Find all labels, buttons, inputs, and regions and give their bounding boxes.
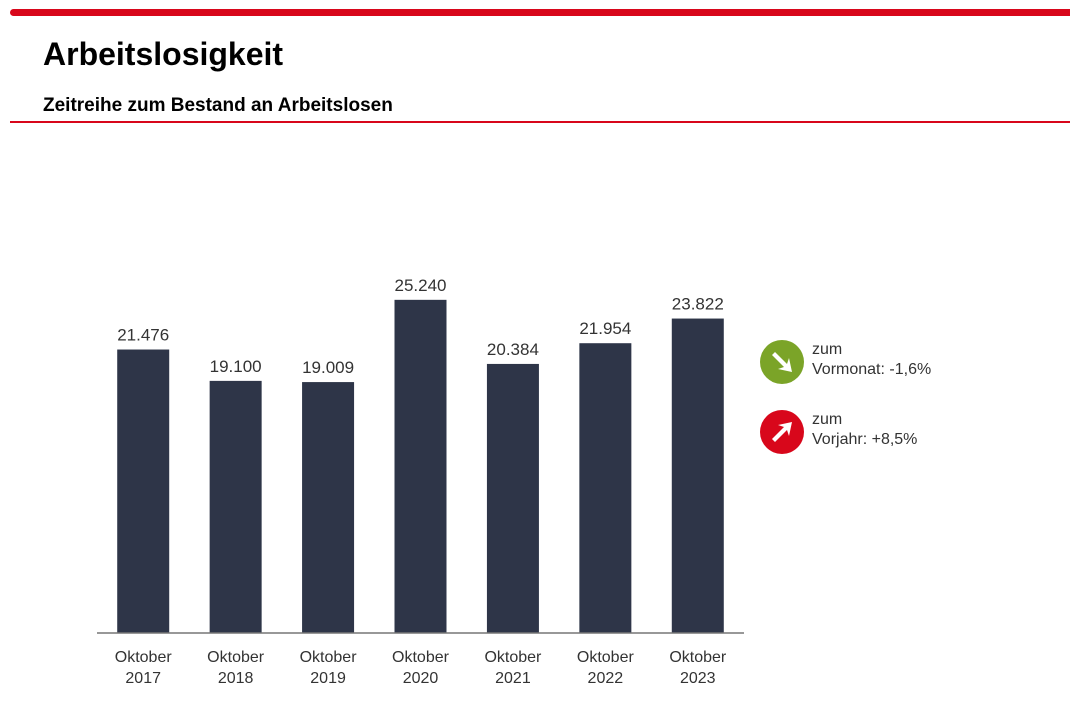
bar xyxy=(302,382,355,633)
data-label: 19.100 xyxy=(210,357,262,376)
x-tick-label: Oktober xyxy=(392,649,450,666)
legend-label: Vormonat: xyxy=(812,361,885,378)
top-accent-bar xyxy=(10,9,1070,16)
legend-vorjahr: zum Vorjahr: +8,5% xyxy=(760,410,917,454)
x-tick-label: Oktober xyxy=(207,649,265,666)
x-tick-label: Oktober xyxy=(115,649,173,666)
x-tick-label: 2020 xyxy=(403,670,439,687)
data-label: 25.240 xyxy=(395,276,447,295)
x-tick-label: Oktober xyxy=(300,649,358,666)
x-tick-label: Oktober xyxy=(484,649,542,666)
x-tick-label: Oktober xyxy=(669,649,727,666)
x-tick-label: 2019 xyxy=(310,670,346,687)
bar xyxy=(671,318,724,633)
x-tick-label: 2021 xyxy=(495,670,531,687)
x-tick-label: 2022 xyxy=(588,670,624,687)
x-tick-label: Oktober xyxy=(577,649,635,666)
divider xyxy=(10,121,1070,123)
data-label: 21.476 xyxy=(117,326,169,345)
x-tick-label: 2017 xyxy=(125,670,161,687)
page-subtitle: Zeitreihe zum Bestand an Arbeitslosen xyxy=(43,95,393,116)
arrow-down-right-icon xyxy=(760,340,804,384)
legend-value: +8,5% xyxy=(871,431,918,448)
data-label: 19.009 xyxy=(302,358,354,377)
page-title: Arbeitslosigkeit xyxy=(43,36,284,72)
legend-label: Vorjahr: xyxy=(812,431,868,448)
legend-label: zum xyxy=(812,411,843,428)
legend-label: zum xyxy=(812,341,843,358)
bar xyxy=(117,349,170,633)
bar xyxy=(579,343,632,633)
x-tick-label: 2018 xyxy=(218,670,254,687)
x-tick-label: 2023 xyxy=(680,670,716,687)
legend-vormonat: zum Vormonat: -1,6% xyxy=(760,340,931,384)
bar xyxy=(209,380,262,633)
arrow-up-right-icon xyxy=(760,410,804,454)
bar xyxy=(394,299,447,633)
legend-value: -1,6% xyxy=(889,361,932,378)
data-label: 20.384 xyxy=(487,340,539,359)
data-label: 23.822 xyxy=(672,295,724,314)
data-label: 21.954 xyxy=(579,319,631,338)
bar xyxy=(486,363,539,633)
